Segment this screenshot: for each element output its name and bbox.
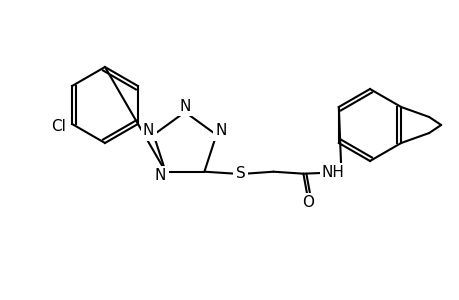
Text: N: N xyxy=(143,123,154,138)
Text: N: N xyxy=(215,123,227,138)
Text: N: N xyxy=(179,98,190,113)
Text: S: S xyxy=(235,166,245,181)
Text: NH: NH xyxy=(321,165,344,180)
Text: O: O xyxy=(302,195,313,210)
Text: N: N xyxy=(155,168,166,183)
Text: Cl: Cl xyxy=(50,118,65,134)
